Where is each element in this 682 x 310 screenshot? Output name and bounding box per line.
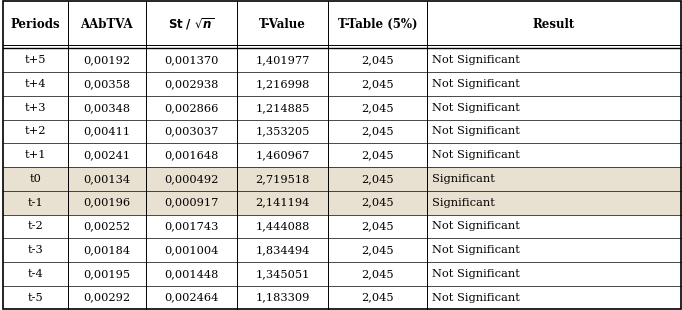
Text: 0,00195: 0,00195 [83,269,130,279]
Text: Result: Result [533,18,575,31]
Text: 0,00348: 0,00348 [83,103,130,113]
Bar [3,72,681,96]
Text: 0,00292: 0,00292 [83,293,130,303]
Text: Not Significant: Not Significant [432,55,520,65]
Text: Not Significant: Not Significant [432,103,520,113]
Text: Not Significant: Not Significant [432,79,520,89]
Text: 0,002938: 0,002938 [164,79,218,89]
Text: $\mathbf{St}\ \mathbf{/}\ \sqrt{\boldsymbol{n}}$: $\mathbf{St}\ \mathbf{/}\ \sqrt{\boldsym… [168,17,215,33]
Text: Not Significant: Not Significant [432,269,520,279]
Text: t-3: t-3 [28,245,44,255]
Text: 0,002464: 0,002464 [164,293,218,303]
Text: 2,045: 2,045 [361,103,394,113]
Text: 1,216998: 1,216998 [256,79,310,89]
Text: 0,00192: 0,00192 [83,55,130,65]
Text: 2,141194: 2,141194 [256,198,310,208]
Text: t-2: t-2 [28,221,44,231]
Text: t+5: t+5 [25,55,46,65]
Text: 0,00411: 0,00411 [83,126,130,136]
Text: 1,444088: 1,444088 [256,221,310,231]
Bar [3,191,681,215]
Text: 2,045: 2,045 [361,269,394,279]
Text: 0,00196: 0,00196 [83,198,130,208]
Text: 2,045: 2,045 [361,198,394,208]
Text: Not Significant: Not Significant [432,150,520,160]
Text: Periods: Periods [11,18,61,31]
Text: t+4: t+4 [25,79,46,89]
Bar [3,238,681,262]
Text: 0,001448: 0,001448 [164,269,218,279]
Text: 2,045: 2,045 [361,245,394,255]
Text: T-Value: T-Value [259,18,306,31]
Text: 1,460967: 1,460967 [256,150,310,160]
Text: 0,000492: 0,000492 [164,174,218,184]
Bar [3,167,681,191]
Text: T-Table (5%): T-Table (5%) [338,18,417,31]
Text: 2,719518: 2,719518 [256,174,310,184]
Text: 0,00184: 0,00184 [83,245,130,255]
Text: 0,001743: 0,001743 [164,221,218,231]
Text: 0,001370: 0,001370 [164,55,218,65]
Bar [3,48,681,72]
Text: Significant: Significant [432,174,495,184]
Text: t-1: t-1 [28,198,44,208]
Text: 2,045: 2,045 [361,293,394,303]
Text: 1,834494: 1,834494 [256,245,310,255]
Text: 2,045: 2,045 [361,55,394,65]
Text: AAbTVA: AAbTVA [80,18,133,31]
Text: t0: t0 [29,174,42,184]
Text: 1,345051: 1,345051 [256,269,310,279]
Text: 1,183309: 1,183309 [256,293,310,303]
Text: 0,001648: 0,001648 [164,150,218,160]
Text: 2,045: 2,045 [361,79,394,89]
Text: 0,00241: 0,00241 [83,150,130,160]
Text: 2,045: 2,045 [361,174,394,184]
Text: t-4: t-4 [28,269,44,279]
Text: t+3: t+3 [25,103,46,113]
Text: Not Significant: Not Significant [432,293,520,303]
Text: Not Significant: Not Significant [432,221,520,231]
Text: 0,001004: 0,001004 [164,245,218,255]
Text: 1,214885: 1,214885 [256,103,310,113]
Text: Not Significant: Not Significant [432,126,520,136]
Text: 2,045: 2,045 [361,221,394,231]
Bar [3,120,681,143]
Text: 0,000917: 0,000917 [164,198,218,208]
Bar [3,215,681,238]
Text: 2,045: 2,045 [361,126,394,136]
Text: Significant: Significant [432,198,495,208]
Text: 1,401977: 1,401977 [256,55,310,65]
Bar [3,262,681,286]
Text: 0,00134: 0,00134 [83,174,130,184]
Text: 2,045: 2,045 [361,150,394,160]
Text: 1,353205: 1,353205 [256,126,310,136]
Bar [3,96,681,120]
Text: Not Significant: Not Significant [432,245,520,255]
Text: 0,003037: 0,003037 [164,126,218,136]
Text: t+2: t+2 [25,126,46,136]
Text: t+1: t+1 [25,150,46,160]
Bar [3,286,681,309]
Text: 0,00358: 0,00358 [83,79,130,89]
Text: t-5: t-5 [28,293,44,303]
Text: 0,002866: 0,002866 [164,103,218,113]
Text: 0,00252: 0,00252 [83,221,130,231]
Bar [3,143,681,167]
